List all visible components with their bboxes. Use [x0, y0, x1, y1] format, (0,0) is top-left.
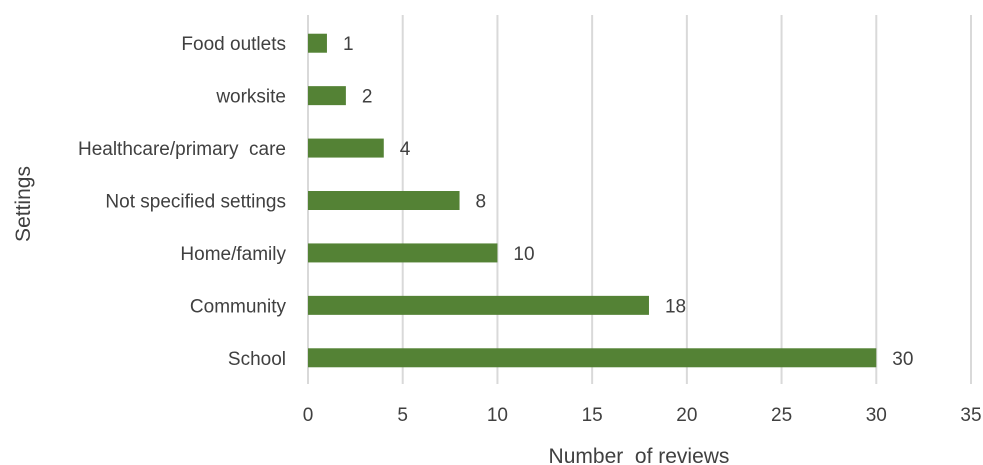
gridlines — [307, 15, 972, 384]
category-label: School — [228, 349, 286, 370]
x-tick-label: 35 — [960, 405, 981, 426]
bar — [308, 86, 346, 106]
x-tick-label: 10 — [487, 405, 508, 426]
data-label: 8 — [476, 192, 487, 213]
x-tick-label: 5 — [397, 405, 408, 426]
data-label: 2 — [362, 87, 373, 108]
data-label: 30 — [892, 349, 913, 370]
x-tick-label: 15 — [582, 405, 603, 426]
bar — [308, 33, 327, 53]
bar — [308, 191, 460, 210]
bar — [308, 348, 877, 368]
category-label: Healthcare/primary care — [78, 139, 286, 160]
data-label: 18 — [665, 296, 686, 317]
x-tick-label: 30 — [866, 405, 887, 426]
category-label: Not specified settings — [105, 192, 286, 213]
data-label: 4 — [400, 139, 411, 160]
category-label: worksite — [215, 87, 286, 108]
x-tick-label: 25 — [771, 405, 792, 426]
data-labels: 1 2 4 8 10 18 30 — [343, 34, 913, 370]
x-tick-label: 0 — [303, 405, 314, 426]
category-label: Home/family — [180, 244, 286, 265]
category-label: Food outlets — [181, 34, 286, 55]
bar — [308, 138, 384, 158]
x-tick-labels: 0 5 10 15 20 25 30 35 — [303, 405, 982, 426]
y-axis-title: Settings — [12, 166, 35, 242]
category-labels: Food outlets worksite Healthcare/primary c… — [78, 34, 287, 370]
data-label: 10 — [513, 244, 534, 265]
bars — [308, 33, 877, 368]
x-tick-label: 20 — [676, 405, 697, 426]
bar — [308, 295, 649, 315]
data-label: 1 — [343, 34, 354, 55]
x-axis-title: Number of reviews — [549, 445, 730, 465]
category-label: Community — [190, 296, 287, 317]
bar — [308, 243, 498, 263]
